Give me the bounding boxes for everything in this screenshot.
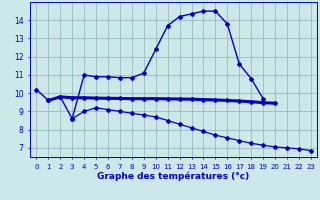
X-axis label: Graphe des températures (°c): Graphe des températures (°c): [98, 171, 250, 181]
